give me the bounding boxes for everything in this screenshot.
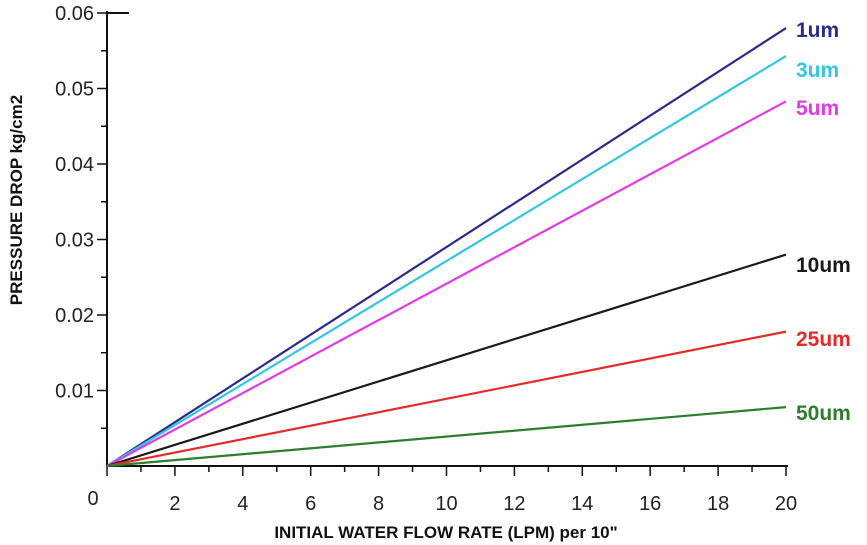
x-tick-label: 8 xyxy=(373,493,384,515)
series-line-3um xyxy=(106,55,787,467)
y-tick-label: 0.03 xyxy=(55,230,94,252)
y-tick-label: 0.05 xyxy=(55,79,94,101)
series-label-50um: 50um xyxy=(796,402,851,425)
series-line-50um xyxy=(106,406,787,468)
series-lines xyxy=(106,27,787,468)
series-labels: 1um 3um 5um 10um 25um 50um xyxy=(796,19,851,425)
x-tick-label: 10 xyxy=(435,493,457,515)
x-tick-label: 12 xyxy=(503,493,525,515)
y-tick-label: 0.01 xyxy=(55,381,94,403)
series-line-10um xyxy=(106,253,787,468)
series-label-10um: 10um xyxy=(796,254,851,277)
series-label-3um: 3um xyxy=(796,59,839,82)
y-tick-label: 0.02 xyxy=(55,305,94,327)
x-tick-label: 16 xyxy=(639,493,661,515)
x-tick-label: 0 xyxy=(87,488,98,510)
x-tick-label: 20 xyxy=(775,493,797,515)
series-line-5um xyxy=(106,100,787,467)
series-label-25um: 25um xyxy=(796,328,851,351)
y-tick-label: 0.04 xyxy=(55,154,94,176)
x-tick-label: 18 xyxy=(707,493,729,515)
x-tick-label: 14 xyxy=(571,493,593,515)
x-tick-label: 2 xyxy=(169,493,180,515)
series-label-5um: 5um xyxy=(796,97,839,120)
series-line-25um xyxy=(106,330,787,468)
series-label-1um: 1um xyxy=(796,19,839,42)
y-tick-label: 0.06 xyxy=(55,3,94,25)
y-axis-title: PRESSURE DROP kg/cm2 xyxy=(7,95,26,305)
ticks: 0 2 4 6 8 10 12 14 16 18 20 0.01 0.02 0.03 0.04 0.05 0.0… xyxy=(55,3,797,515)
x-tick-label: 6 xyxy=(305,493,316,515)
x-tick-label: 4 xyxy=(237,493,248,515)
series-line-1um xyxy=(106,27,787,467)
x-axis-title: INITIAL WATER FLOW RATE (LPM) per 10" xyxy=(274,523,617,542)
